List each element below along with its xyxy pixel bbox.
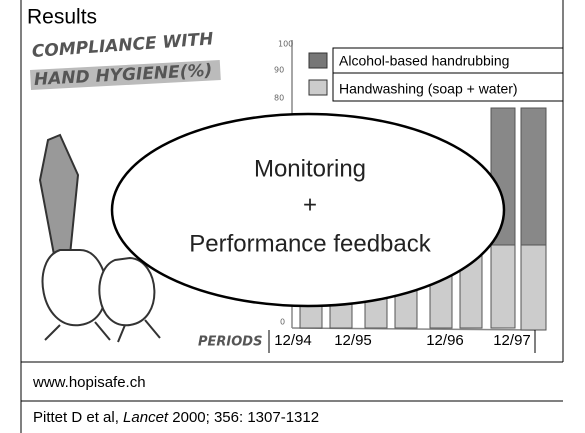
citation: Pittet D et al, Lancet 2000; 356: 1307-1… <box>33 409 319 426</box>
figure <box>41 249 108 327</box>
legend-label: Alcohol-based handrubbing <box>339 53 509 69</box>
cartoon-figures <box>38 133 161 343</box>
y-label: 100 <box>278 40 293 49</box>
bar <box>490 244 516 329</box>
x-axis-title: PERIODS <box>198 335 262 350</box>
citation-details: 2000; 356: 1307-1312 <box>168 409 319 426</box>
cartoon-heading: HAND HYGIENE(%) <box>33 61 212 90</box>
cartoon-heading: COMPLIANCE WITH <box>31 29 214 62</box>
legend-swatch <box>308 79 328 96</box>
x-label: 12/94 <box>274 332 312 349</box>
callout-line: Performance feedback <box>189 230 431 257</box>
feet <box>44 319 161 343</box>
legend-label: Handwashing (soap + water) <box>339 81 518 97</box>
legend-swatch <box>308 52 328 69</box>
legend-box <box>332 47 564 102</box>
pencil <box>38 133 80 262</box>
figure <box>98 256 156 327</box>
link: www.hopisafe.ch <box>32 374 146 391</box>
highlight <box>29 60 221 90</box>
citation-journal: Lancet <box>123 409 169 426</box>
callout-line: + <box>303 191 317 218</box>
slide-title: Results <box>27 6 97 29</box>
bar <box>520 107 547 246</box>
y-label: 0 <box>280 318 285 327</box>
bar <box>520 244 547 331</box>
callout-ellipse <box>110 112 506 308</box>
citation-authors: Pittet D et al, <box>33 409 123 426</box>
x-label: 12/97 <box>493 332 531 349</box>
callout-line: Monitoring <box>254 155 366 182</box>
x-label: 12/96 <box>426 332 464 349</box>
y-label: 80 <box>274 94 284 103</box>
x-label: 12/95 <box>334 332 372 349</box>
y-label: 90 <box>274 66 284 75</box>
